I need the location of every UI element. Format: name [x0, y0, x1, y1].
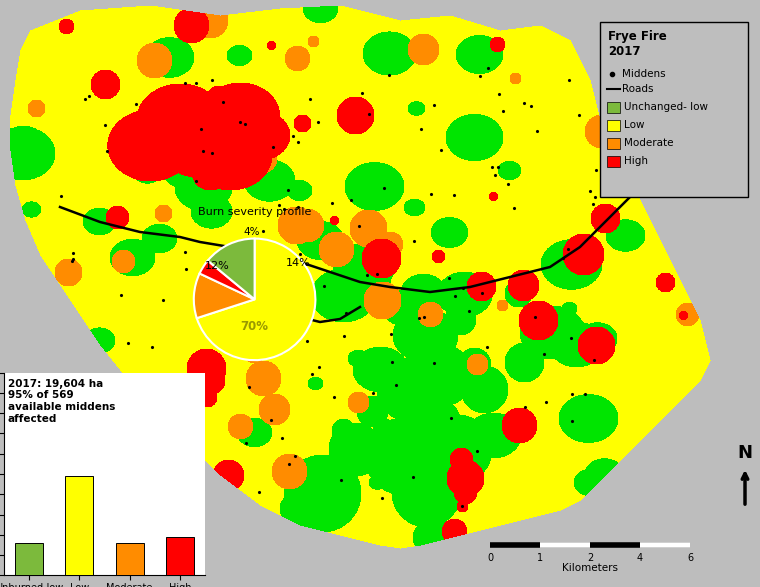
Text: 14%: 14% — [286, 258, 311, 268]
Bar — [65, 476, 93, 575]
Text: Middens: Middens — [622, 69, 666, 79]
Text: N: N — [737, 444, 752, 462]
Text: 2: 2 — [587, 553, 593, 563]
Bar — [166, 537, 194, 575]
Text: 4: 4 — [637, 553, 643, 563]
Text: Low: Low — [624, 120, 644, 130]
Text: 4%: 4% — [243, 228, 260, 238]
Text: Kilometers: Kilometers — [562, 563, 618, 573]
Wedge shape — [194, 274, 255, 318]
Wedge shape — [207, 238, 255, 299]
Wedge shape — [200, 261, 255, 299]
Text: 12%: 12% — [204, 261, 230, 271]
Bar — [607, 120, 620, 131]
Title: Burn severity profile: Burn severity profile — [198, 207, 312, 217]
Wedge shape — [197, 238, 315, 360]
Text: Roads: Roads — [622, 84, 654, 94]
Bar — [607, 138, 620, 149]
Bar — [116, 543, 144, 575]
Text: 0: 0 — [487, 553, 493, 563]
Bar — [607, 156, 620, 167]
Text: 2017: 19,604 ha
95% of 569
available middens
affected: 2017: 19,604 ha 95% of 569 available mid… — [8, 379, 116, 424]
Bar — [607, 102, 620, 113]
Bar — [15, 543, 43, 575]
Text: 6: 6 — [687, 553, 693, 563]
Text: 1: 1 — [537, 553, 543, 563]
Text: High: High — [624, 156, 648, 166]
Bar — [600, 22, 748, 197]
Text: Frye Fire
2017: Frye Fire 2017 — [608, 30, 667, 58]
Text: Unchanged- low: Unchanged- low — [624, 102, 708, 112]
Text: Moderate: Moderate — [624, 138, 673, 148]
Text: 70%: 70% — [241, 321, 268, 333]
